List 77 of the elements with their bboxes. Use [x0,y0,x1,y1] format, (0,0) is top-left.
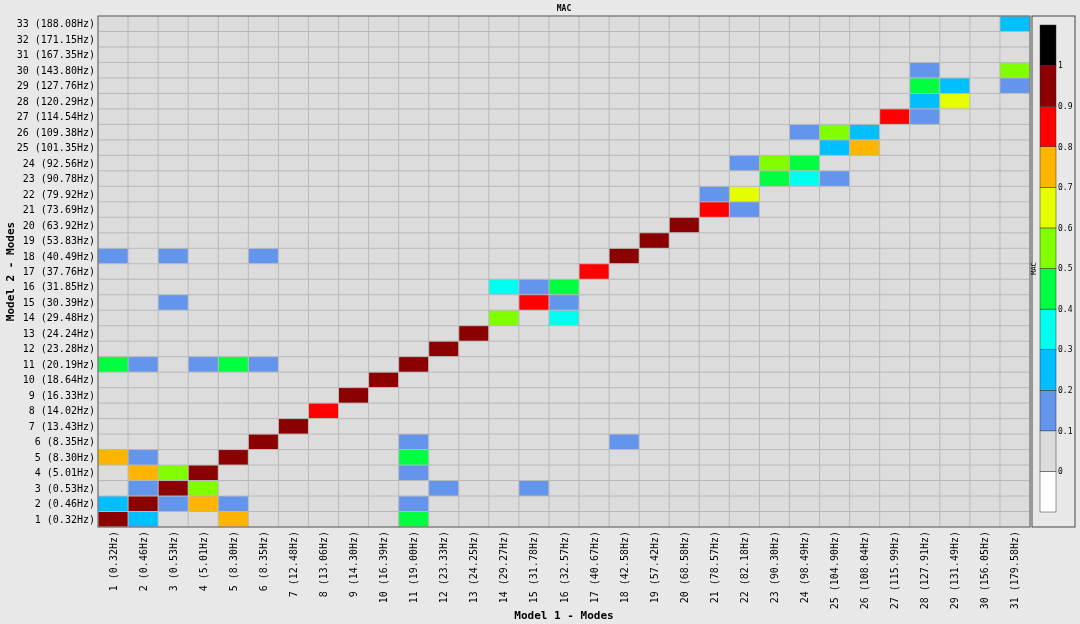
x-tick-label: 26 (108.04Hz) [859,531,871,610]
x-tick-label: 5 (8.30Hz) [227,531,239,592]
y-tick-label: 22 (79.92Hz) [22,188,95,200]
y-tick-label: 17 (37.76Hz) [22,266,95,277]
x-tick-label: 22 (82.18Hz) [738,531,750,604]
y-tick-label: 25 (101.35Hz) [16,142,95,154]
y-tick-label: 2 (0.46Hz) [34,498,95,510]
y-tick-label: 16 (31.85Hz) [22,281,95,293]
y-tick-label: 20 (63.92Hz) [22,219,95,231]
y-tick-label: 28 (120.29Hz) [16,95,95,107]
x-tick-label: 30 (156.05Hz) [979,531,991,610]
x-tick-label: 31 (179.58Hz) [1009,531,1021,610]
color-bar-label: 0.7 [1058,183,1073,193]
x-tick-label: 24 (98.49Hz) [799,531,811,604]
x-tick-label: 13 (24.25Hz) [468,531,480,604]
x-tick-label: 15 (31.78Hz) [528,531,540,604]
x-tick-label: 29 (131.49Hz) [949,531,961,610]
y-tick-label: 7 (13.43Hz) [28,420,95,432]
x-tick-label: 11 (19.00Hz) [408,531,420,604]
y-tick-label: 11 (20.19Hz) [22,358,95,370]
y-tick-label: 27 (114.54Hz) [16,111,95,123]
y-tick-label: 8 (14.02Hz) [28,405,95,417]
y-tick-label: 12 (23.28Hz) [22,343,95,355]
x-tick-label: 6 (8.35Hz) [257,531,269,592]
y-tick-label: 21 (73.69Hz) [22,204,95,216]
y-tick-label: 14 (29.48Hz) [22,312,95,324]
color-bar-label: 0.3 [1058,345,1073,355]
color-bar-label: 0.4 [1058,304,1073,314]
y-tick-label: 15 (30.39Hz) [22,296,95,308]
x-tick-label: 18 (42.58Hz) [618,531,630,604]
x-tick-label: 4 (5.01Hz) [197,531,209,592]
color-bar-label: 1 [1058,61,1063,71]
color-bar-label: 0.6 [1058,223,1073,233]
y-axis-title: Model 2 - Modes [3,221,17,322]
y-tick-label: 6 (8.35Hz) [34,436,95,448]
x-tick-label: 14 (29.27Hz) [498,531,510,604]
y-tick-label: 3 (0.53Hz) [34,482,95,494]
y-tick-label: 24 (92.56Hz) [22,157,95,169]
y-tick-label: 29 (127.76Hz) [16,80,95,92]
y-tick-label: 18 (40.49Hz) [22,250,95,262]
x-tick-label: 12 (23.33Hz) [438,531,450,604]
y-tick-label: 26 (109.38Hz) [16,126,95,138]
x-tick-label: 8 (13.06Hz) [317,531,329,598]
y-tick-label: 30 (143.80Hz) [16,64,95,76]
color-bar-label: 0.2 [1058,386,1073,396]
y-tick-label: 19 (53.83Hz) [22,235,95,247]
y-tick-label: 33 (188.08Hz) [16,18,95,30]
x-tick-label: 27 (115.99Hz) [889,531,901,610]
y-tick-label: 23 (90.78Hz) [22,173,95,185]
x-tick-label: 10 (16.39Hz) [378,531,390,604]
y-tick-label: 9 (16.33Hz) [28,389,95,401]
x-tick-label: 3 (0.53Hz) [167,531,179,592]
y-tick-label: 32 (171.15Hz) [16,33,95,45]
x-tick-label: 20 (68.58Hz) [678,531,690,604]
x-tick-label: 21 (78.57Hz) [708,531,720,604]
y-tick-label: 31 (167.35Hz) [16,49,95,61]
color-bar-label: 0.8 [1058,142,1073,152]
x-tick-label: 17 (40.67Hz) [588,531,600,604]
y-tick-label: 4 (5.01Hz) [34,467,95,479]
x-tick-label: 16 (32.57Hz) [558,531,570,604]
y-tick-label: 13 (24.24Hz) [22,327,95,339]
color-bar-label: 0 [1058,467,1063,477]
y-tick-label: 10 (18.64Hz) [22,374,95,386]
x-tick-label: 23 (90.30Hz) [768,531,780,604]
x-axis-title: Model 1 - Modes [514,609,614,622]
y-tick-label: 1 (0.32Hz) [34,513,95,525]
x-tick-label: 9 (14.30Hz) [348,531,360,598]
y-tick-label: 5 (8.30Hz) [34,451,95,463]
chart-title: MAC [556,4,572,13]
x-tick-label: 25 (104.90Hz) [829,531,841,610]
x-tick-label: 2 (0.46Hz) [137,531,149,592]
x-tick-label: 19 (57.42Hz) [648,531,660,604]
color-bar-label: 0.9 [1058,101,1073,111]
x-tick-label: 28 (127.91Hz) [919,531,931,610]
color-bar-label: 0.1 [1058,426,1073,436]
x-tick-label: 7 (12.48Hz) [287,531,299,598]
color-bar-label: 0.5 [1058,264,1073,274]
